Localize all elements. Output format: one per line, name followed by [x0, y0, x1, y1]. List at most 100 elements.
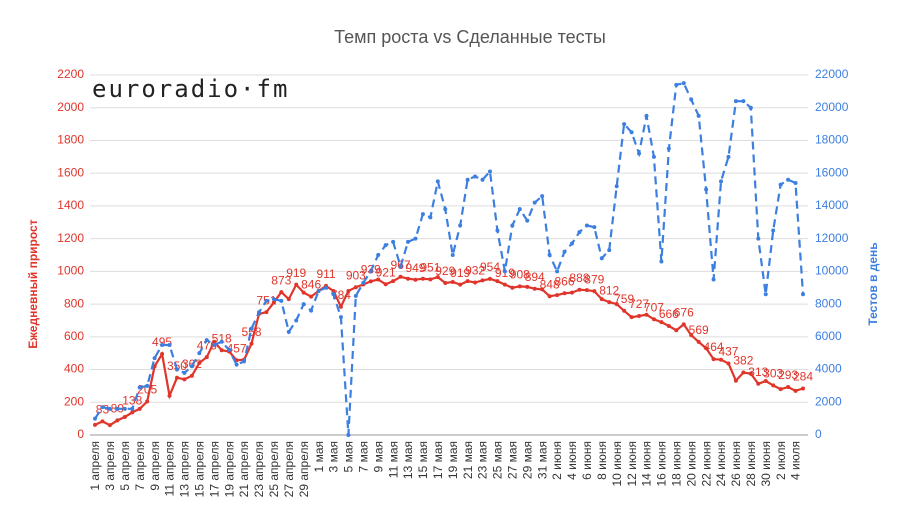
data-label: 866	[555, 274, 575, 288]
data-point	[167, 393, 172, 398]
data-point	[637, 151, 642, 156]
data-point	[540, 287, 545, 292]
data-point	[711, 277, 716, 282]
data-label: 437	[718, 345, 738, 359]
y2-tick-label: 8000	[815, 296, 842, 310]
data-point	[182, 370, 187, 375]
data-point	[547, 294, 552, 299]
x-tick-label: 23 мая	[476, 441, 490, 479]
data-point	[704, 346, 709, 351]
x-tick-label: 7 апреля	[133, 441, 147, 491]
x-tick-label: 25 апреля	[267, 441, 281, 497]
data-point	[473, 280, 478, 285]
x-tick-label: 1 апреля	[88, 441, 102, 491]
data-point	[435, 275, 440, 280]
x-tick-label: 25 мая	[491, 441, 505, 479]
data-point	[704, 187, 709, 192]
data-label: 727	[629, 297, 649, 311]
data-point	[160, 352, 165, 356]
data-point	[502, 269, 507, 274]
data-label: 911	[316, 267, 335, 281]
x-tick-label: 28 июня	[744, 441, 758, 487]
data-point	[599, 297, 604, 302]
data-label: 879	[584, 272, 604, 286]
data-point	[219, 339, 224, 344]
data-point	[689, 333, 694, 338]
data-point	[756, 236, 761, 241]
y-tick-label: 600	[64, 329, 84, 343]
data-point	[592, 225, 597, 230]
data-point	[160, 343, 165, 347]
x-tick-label: 2 июля	[774, 441, 788, 480]
data-point	[420, 212, 425, 217]
y2-tick-label: 22000	[815, 67, 849, 81]
y-tick-label: 1000	[57, 264, 84, 278]
data-point	[443, 280, 448, 285]
data-point	[279, 298, 284, 303]
data-point	[324, 285, 329, 290]
data-point	[398, 274, 403, 279]
data-point	[517, 284, 522, 289]
data-point	[107, 423, 112, 428]
data-point	[197, 361, 202, 365]
data-point	[741, 370, 746, 375]
x-tick-label: 26 июня	[729, 441, 743, 487]
y2-tick-label: 6000	[815, 329, 842, 343]
x-tick-label: 19 апреля	[222, 441, 236, 497]
data-point	[182, 377, 187, 382]
data-label: 284	[793, 370, 813, 384]
data-point	[696, 113, 701, 118]
data-point	[562, 249, 567, 254]
data-point	[256, 310, 261, 315]
data-point	[741, 99, 746, 104]
data-point	[413, 277, 418, 282]
x-tick-label: 21 апреля	[237, 441, 251, 497]
data-label: 707	[644, 300, 664, 314]
data-point	[361, 280, 366, 285]
y-tick-label: 1800	[57, 133, 84, 147]
data-point	[353, 293, 358, 298]
data-label: 313	[748, 365, 768, 379]
x-tick-label: 14 июня	[640, 441, 654, 487]
data-point	[562, 291, 567, 296]
data-point	[622, 308, 627, 313]
data-point	[107, 406, 112, 411]
data-point	[167, 343, 172, 347]
x-tick-label: 1 мая	[312, 441, 326, 472]
x-tick-label: 10 июня	[610, 441, 624, 487]
data-label: 676	[674, 306, 694, 320]
x-tick-label: 15 мая	[416, 441, 430, 479]
data-point	[286, 329, 291, 334]
data-point	[227, 347, 232, 352]
data-label: 929	[435, 264, 455, 278]
data-point	[368, 279, 373, 284]
data-point	[599, 256, 604, 261]
x-tick-label: 18 июня	[669, 441, 683, 487]
x-tick-label: 27 мая	[506, 441, 520, 479]
data-point	[137, 406, 142, 411]
y2-axis-title: Тестов в день	[866, 242, 880, 325]
data-point	[659, 320, 664, 325]
data-point	[510, 223, 515, 228]
data-point	[629, 315, 634, 320]
data-point	[249, 341, 254, 346]
data-point	[733, 99, 738, 104]
data-point	[338, 304, 343, 309]
data-point	[137, 385, 142, 390]
x-tick-label: 6 июня	[580, 441, 594, 480]
data-point	[644, 113, 649, 118]
data-label: 919	[286, 266, 306, 280]
data-point	[271, 300, 276, 305]
data-point	[480, 278, 485, 283]
data-point	[473, 174, 478, 179]
data-label: 846	[301, 278, 321, 292]
data-point	[659, 259, 664, 264]
data-point	[629, 130, 634, 135]
data-point	[733, 378, 738, 383]
data-point	[786, 177, 791, 182]
data-point	[778, 387, 783, 392]
data-point	[428, 215, 433, 220]
x-tick-label: 13 мая	[401, 441, 415, 479]
data-point	[487, 169, 492, 174]
data-label: 908	[510, 268, 530, 282]
